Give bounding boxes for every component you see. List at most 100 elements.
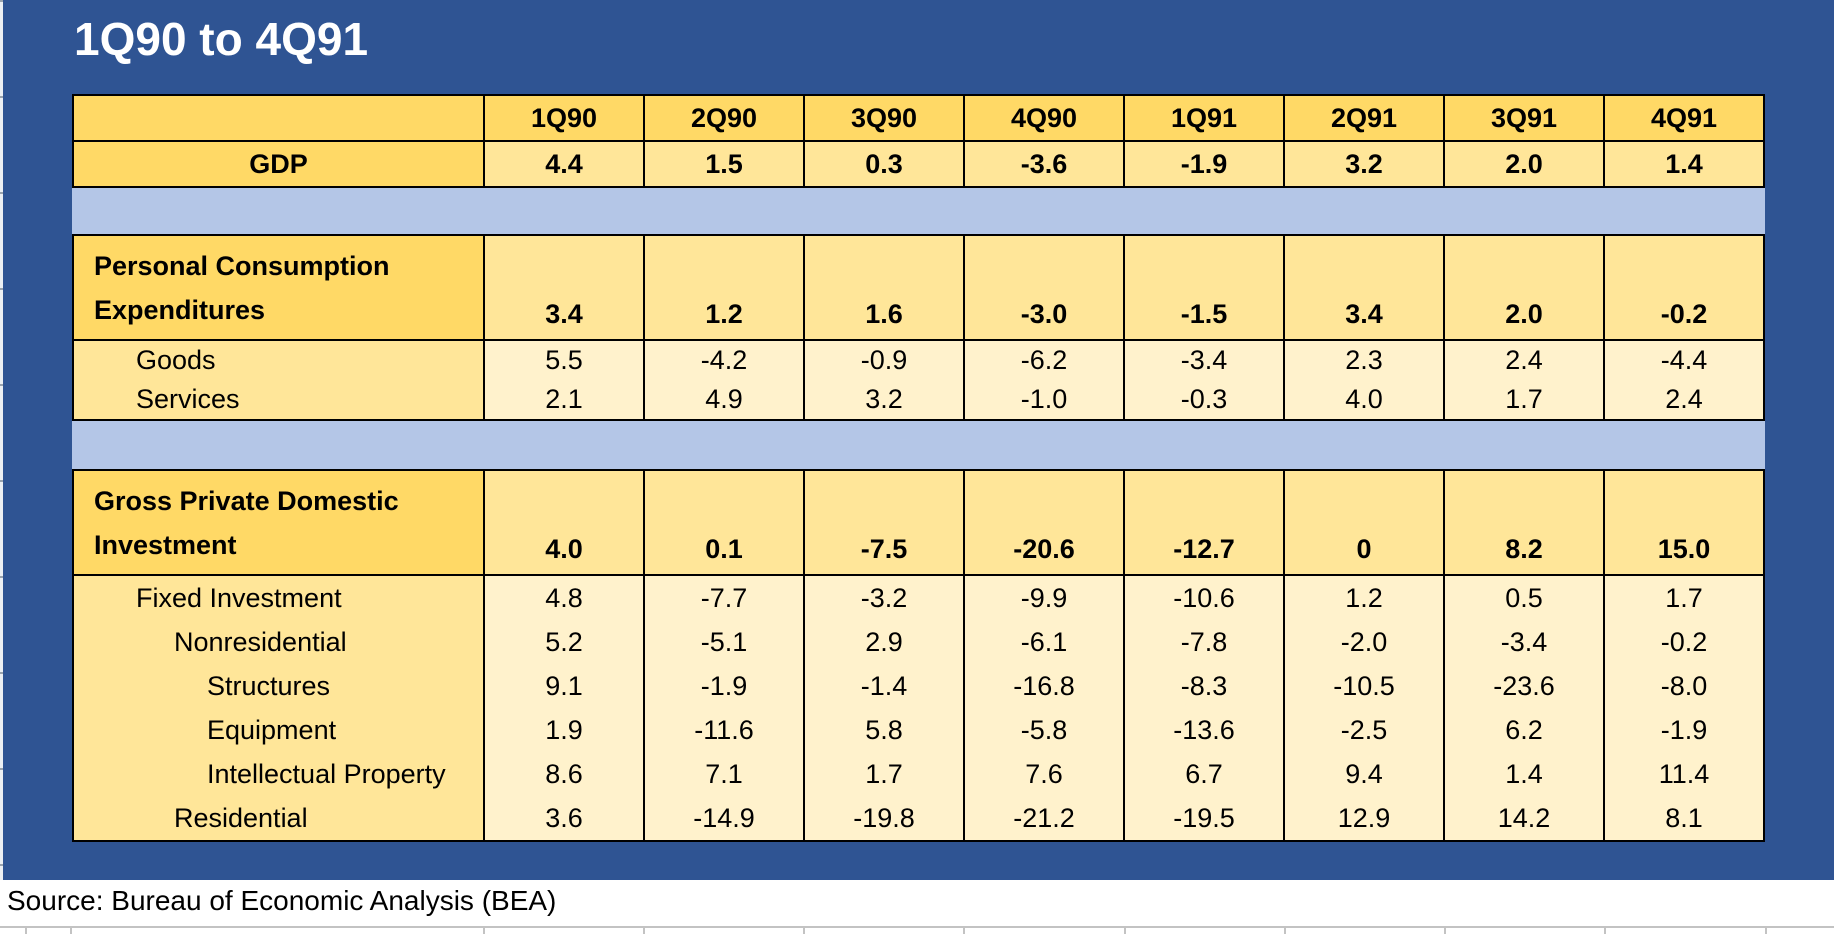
fixed-investment-row-value-cell[interactable]: 0.5 [1443,575,1605,620]
fixed-investment-row-value-cell[interactable]: 4.8 [483,575,645,620]
gross-private-domestic-investment-row-value-cell[interactable]: 0.1 [643,470,805,576]
goods-row-value-cell[interactable]: 5.5 [483,340,645,380]
intellectual-property-row-value-cell[interactable]: 1.4 [1443,752,1605,796]
personal-consumption-expenditures-row-value-cell[interactable]: 1.6 [803,235,965,341]
goods-row-value-cell[interactable]: -4.2 [643,340,805,380]
gdp-row-value-cell[interactable]: 3.2 [1283,141,1445,188]
quarter-header-row-value-cell[interactable]: 1Q91 [1123,95,1285,142]
fixed-investment-row-value-cell[interactable]: 1.2 [1283,575,1445,620]
personal-consumption-expenditures-row-value-cell[interactable]: -3.0 [963,235,1125,341]
intellectual-property-row-label[interactable]: Intellectual Property [72,752,485,796]
intellectual-property-row-value-cell[interactable]: 8.6 [483,752,645,796]
services-row-value-cell[interactable]: -0.3 [1123,380,1285,420]
gdp-row-value-cell[interactable]: 1.4 [1603,141,1765,188]
quarter-header-row-value-cell[interactable]: 4Q91 [1603,95,1765,142]
fixed-investment-row-value-cell[interactable]: -7.7 [643,575,805,620]
structures-row-label[interactable]: Structures [72,664,485,708]
structures-row-value-cell[interactable]: -16.8 [963,664,1125,708]
gross-private-domestic-investment-row-value-cell[interactable]: 8.2 [1443,470,1605,576]
intellectual-property-row-value-cell[interactable]: 7.1 [643,752,805,796]
personal-consumption-expenditures-row-label[interactable]: Personal Consumption Expenditures [72,235,485,341]
fixed-investment-row-value-cell[interactable]: -9.9 [963,575,1125,620]
nonresidential-row-value-cell[interactable]: 5.2 [483,620,645,664]
goods-row-value-cell[interactable]: -6.2 [963,340,1125,380]
goods-row-value-cell[interactable]: 2.4 [1443,340,1605,380]
services-row-value-cell[interactable]: 2.4 [1603,380,1765,420]
personal-consumption-expenditures-row-value-cell[interactable]: -1.5 [1123,235,1285,341]
goods-row-value-cell[interactable]: 2.3 [1283,340,1445,380]
quarter-header-row-label[interactable] [72,95,485,142]
gross-private-domestic-investment-row-value-cell[interactable]: 15.0 [1603,470,1765,576]
fixed-investment-row-value-cell[interactable]: -3.2 [803,575,965,620]
personal-consumption-expenditures-row-value-cell[interactable]: 3.4 [483,235,645,341]
residential-row-value-cell[interactable]: -21.2 [963,796,1125,841]
services-row-value-cell[interactable]: -1.0 [963,380,1125,420]
equipment-row-value-cell[interactable]: -2.5 [1283,708,1445,752]
equipment-row-value-cell[interactable]: -5.8 [963,708,1125,752]
gross-private-domestic-investment-row-value-cell[interactable]: -7.5 [803,470,965,576]
gross-private-domestic-investment-row-value-cell[interactable]: 4.0 [483,470,645,576]
quarter-header-row-value-cell[interactable]: 3Q90 [803,95,965,142]
gdp-row-value-cell[interactable]: 2.0 [1443,141,1605,188]
services-row-value-cell[interactable]: 1.7 [1443,380,1605,420]
fixed-investment-row-value-cell[interactable]: 1.7 [1603,575,1765,620]
equipment-row-value-cell[interactable]: -11.6 [643,708,805,752]
structures-row-value-cell[interactable]: -8.3 [1123,664,1285,708]
goods-row-value-cell[interactable]: -0.9 [803,340,965,380]
gdp-row-value-cell[interactable]: -1.9 [1123,141,1285,188]
personal-consumption-expenditures-row-value-cell[interactable]: 1.2 [643,235,805,341]
gdp-row-value-cell[interactable]: 1.5 [643,141,805,188]
intellectual-property-row-value-cell[interactable]: 11.4 [1603,752,1765,796]
nonresidential-row-value-cell[interactable]: -7.8 [1123,620,1285,664]
gdp-row-value-cell[interactable]: -3.6 [963,141,1125,188]
services-row-value-cell[interactable]: 3.2 [803,380,965,420]
nonresidential-row-value-cell[interactable]: -6.1 [963,620,1125,664]
residential-row-label[interactable]: Residential [72,796,485,841]
quarter-header-row-value-cell[interactable]: 2Q91 [1283,95,1445,142]
quarter-header-row-value-cell[interactable]: 2Q90 [643,95,805,142]
personal-consumption-expenditures-row-value-cell[interactable]: -0.2 [1603,235,1765,341]
fixed-investment-row-value-cell[interactable]: -10.6 [1123,575,1285,620]
quarter-header-row-value-cell[interactable]: 4Q90 [963,95,1125,142]
nonresidential-row-value-cell[interactable]: -2.0 [1283,620,1445,664]
structures-row-value-cell[interactable]: -8.0 [1603,664,1765,708]
nonresidential-row-value-cell[interactable]: -5.1 [643,620,805,664]
gross-private-domestic-investment-row-value-cell[interactable]: -20.6 [963,470,1125,576]
residential-row-value-cell[interactable]: -19.5 [1123,796,1285,841]
residential-row-value-cell[interactable]: -14.9 [643,796,805,841]
personal-consumption-expenditures-row-value-cell[interactable]: 2.0 [1443,235,1605,341]
gross-private-domestic-investment-row-label[interactable]: Gross Private Domestic Investment [72,470,485,576]
quarter-header-row-value-cell[interactable]: 3Q91 [1443,95,1605,142]
gdp-row-value-cell[interactable]: 4.4 [483,141,645,188]
residential-row-value-cell[interactable]: 3.6 [483,796,645,841]
structures-row-value-cell[interactable]: 9.1 [483,664,645,708]
services-row-label[interactable]: Services [72,380,485,420]
intellectual-property-row-value-cell[interactable]: 6.7 [1123,752,1285,796]
structures-row-value-cell[interactable]: -1.4 [803,664,965,708]
services-row-value-cell[interactable]: 4.0 [1283,380,1445,420]
gdp-row-label[interactable]: GDP [72,141,485,188]
nonresidential-row-label[interactable]: Nonresidential [72,620,485,664]
equipment-row-value-cell[interactable]: 1.9 [483,708,645,752]
goods-row-value-cell[interactable]: -3.4 [1123,340,1285,380]
residential-row-value-cell[interactable]: 12.9 [1283,796,1445,841]
residential-row-value-cell[interactable]: 8.1 [1603,796,1765,841]
equipment-row-value-cell[interactable]: -1.9 [1603,708,1765,752]
structures-row-value-cell[interactable]: -23.6 [1443,664,1605,708]
nonresidential-row-value-cell[interactable]: -0.2 [1603,620,1765,664]
personal-consumption-expenditures-row-value-cell[interactable]: 3.4 [1283,235,1445,341]
gross-private-domestic-investment-row-value-cell[interactable]: -12.7 [1123,470,1285,576]
structures-row-value-cell[interactable]: -1.9 [643,664,805,708]
quarter-header-row-value-cell[interactable]: 1Q90 [483,95,645,142]
equipment-row-value-cell[interactable]: 6.2 [1443,708,1605,752]
nonresidential-row-value-cell[interactable]: -3.4 [1443,620,1605,664]
equipment-row-value-cell[interactable]: -13.6 [1123,708,1285,752]
fixed-investment-row-label[interactable]: Fixed Investment [72,575,485,620]
equipment-row-value-cell[interactable]: 5.8 [803,708,965,752]
services-row-value-cell[interactable]: 2.1 [483,380,645,420]
gdp-row-value-cell[interactable]: 0.3 [803,141,965,188]
nonresidential-row-value-cell[interactable]: 2.9 [803,620,965,664]
goods-row-label[interactable]: Goods [72,340,485,380]
goods-row-value-cell[interactable]: -4.4 [1603,340,1765,380]
residential-row-value-cell[interactable]: -19.8 [803,796,965,841]
